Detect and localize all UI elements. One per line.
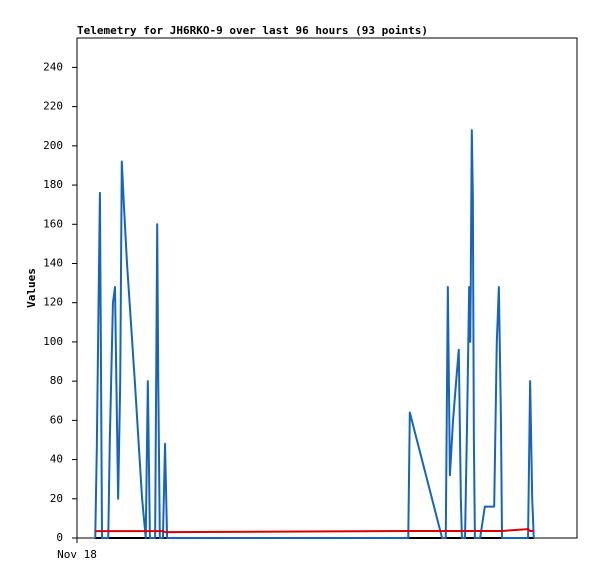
y-tick-label: 100: [43, 335, 63, 348]
y-tick-label: 180: [43, 178, 63, 191]
chart-title: Telemetry for JH6RKO-9 over last 96 hour…: [77, 24, 428, 37]
y-tick-label: 80: [50, 374, 63, 387]
y-axis-label: Values: [25, 268, 38, 308]
plot-frame: [76, 37, 578, 539]
y-tick-label: 40: [50, 453, 63, 466]
y-tick-label: 0: [56, 531, 63, 544]
x-tick-label: Nov 18: [57, 548, 97, 561]
y-tick-label: 240: [43, 60, 63, 73]
y-tick-label: 160: [43, 217, 63, 230]
series-line: [95, 528, 534, 534]
y-tick-label: 60: [50, 413, 63, 426]
y-tick-label: 20: [50, 492, 63, 505]
y-tick-label: 140: [43, 256, 63, 269]
y-tick-label: 220: [43, 100, 63, 113]
y-tick-label: 120: [43, 296, 63, 309]
series-line: [94, 129, 535, 539]
y-tick-label: 200: [43, 139, 63, 152]
